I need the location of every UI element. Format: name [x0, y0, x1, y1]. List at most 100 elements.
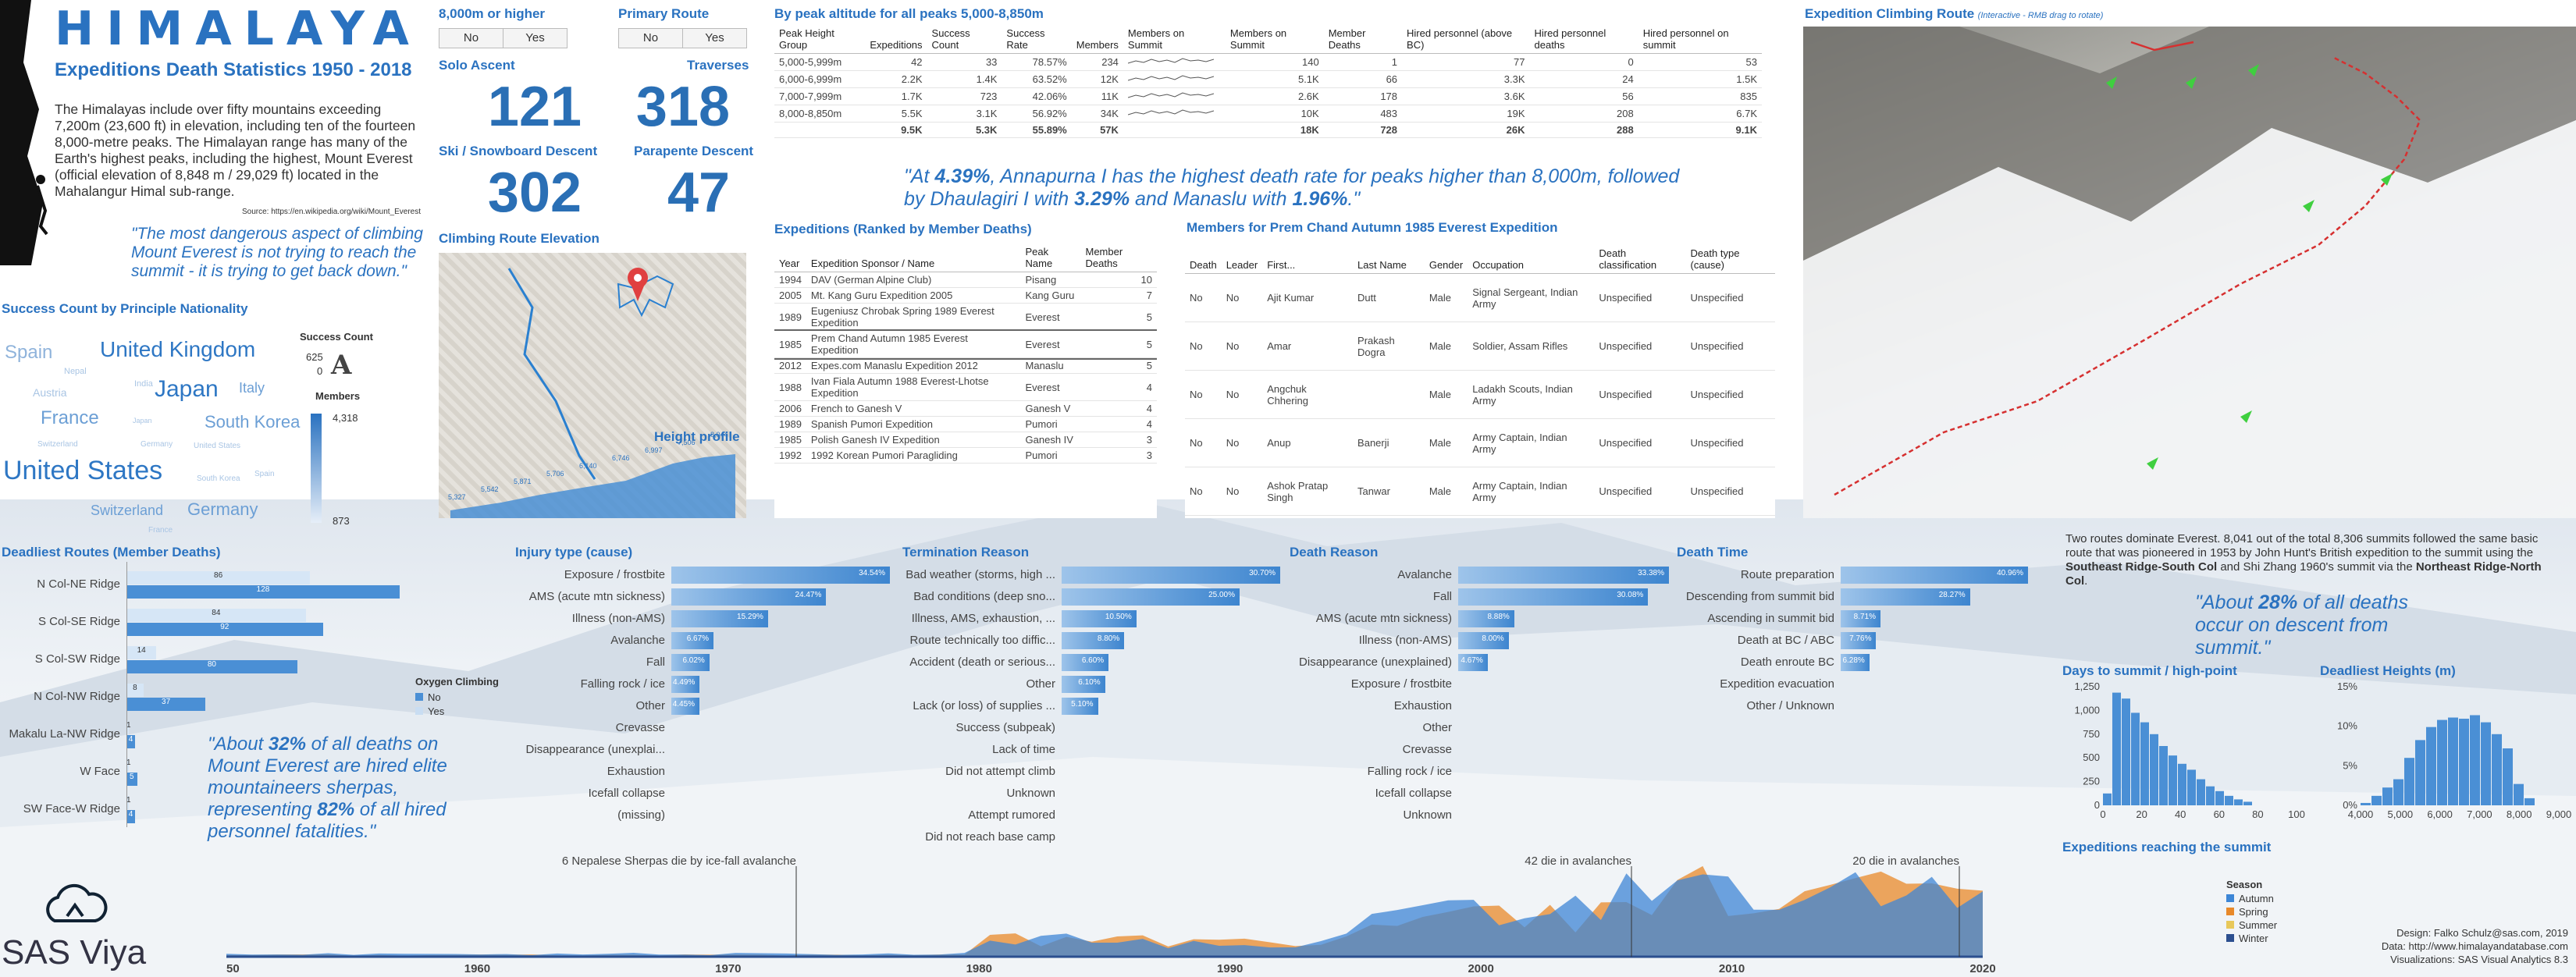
nationality-word[interactable]: Switzerland	[91, 503, 163, 519]
hist-bar[interactable]	[2150, 734, 2158, 805]
hist-bar[interactable]	[2178, 764, 2186, 805]
death-reason-chart[interactable]: Avalanche 33.38% Fall 30.08% AMS (acute mtn …	[1249, 567, 1686, 832]
route-bar-no[interactable]: 92	[126, 623, 323, 636]
nationality-word[interactable]: Germany	[187, 499, 258, 520]
table-header-cell[interactable]: Members on Summit	[1123, 25, 1226, 54]
summit-timeseries[interactable]: 6 Nepalese Sherpas die by ice-fall avala…	[226, 855, 2162, 974]
nationality-word[interactable]: South Korea	[197, 474, 240, 483]
season-legend-item[interactable]: Spring	[2226, 906, 2277, 918]
bar[interactable]: 6.10%	[1062, 676, 1105, 693]
bar[interactable]: 4.49%	[671, 676, 699, 693]
bar[interactable]: 8.80%	[1062, 632, 1124, 649]
nationality-word[interactable]: Switzerland	[37, 440, 78, 449]
table-header-cell[interactable]: Death classification	[1594, 245, 1685, 274]
table-header-cell[interactable]: Peak Name	[1021, 243, 1081, 272]
hist-bar[interactable]	[2404, 758, 2414, 805]
route-bar-no[interactable]: 4	[126, 735, 135, 748]
members-table-wrap[interactable]: Death Leader First... Last Name Gender Occupa…	[1185, 245, 1775, 518]
hist-bar[interactable]	[2514, 784, 2524, 805]
bar[interactable]: 4.45%	[671, 698, 699, 715]
bar[interactable]: 28.27%	[1841, 588, 1970, 606]
bar[interactable]: 5.10%	[1062, 698, 1098, 715]
table-row[interactable]: No No Angchuk Chhering Male Ladakh Scouts, I…	[1185, 371, 1775, 419]
table-header-cell[interactable]: Hired personnel (above BC)	[1402, 25, 1529, 54]
nationality-word[interactable]: Japan	[133, 417, 152, 425]
table-header-cell[interactable]: Gender	[1425, 245, 1468, 274]
peaks-table[interactable]: Peak Height Group Expeditions Success Coun…	[774, 25, 1762, 138]
members-table[interactable]: Death Leader First... Last Name Gender Occupa…	[1185, 245, 1775, 516]
hist-bar[interactable]	[2225, 796, 2233, 805]
bar[interactable]: 30.08%	[1458, 588, 1648, 606]
hist-bar[interactable]	[2215, 791, 2224, 805]
table-header-cell[interactable]: Members	[1072, 25, 1123, 54]
table-row[interactable]: 2006 French to Ganesh V Ganesh V4	[774, 401, 1157, 417]
table-row[interactable]: No No Ashok Pratap Singh Tanwar Male Army Cap…	[1185, 467, 1775, 516]
bar[interactable]: 30.70%	[1062, 567, 1280, 584]
nationality-word[interactable]: Italy	[239, 380, 265, 396]
table-row[interactable]: 1985 Polish Ganesh IV Expedition Ganesh IV…	[774, 432, 1157, 448]
death-time-chart[interactable]: Route preparation 40.96% Descending from s…	[1639, 567, 2076, 832]
days-histogram[interactable]: 1,250 1,000 750 500 250 00 20 40 60 80 100	[2062, 680, 2312, 821]
bar[interactable]: 33.38%	[1458, 567, 1669, 584]
table-header-cell[interactable]: Hired personnel deaths	[1530, 25, 1638, 54]
hist-bar[interactable]	[2426, 727, 2436, 805]
hist-bar[interactable]	[2448, 718, 2458, 805]
table-header-cell[interactable]: Last Name	[1353, 245, 1425, 274]
bar[interactable]: 8.88%	[1458, 610, 1514, 627]
hist-bar[interactable]	[2206, 787, 2215, 805]
hist-bar[interactable]	[2382, 787, 2393, 805]
table-header-cell[interactable]: Year	[774, 243, 806, 272]
nationality-word[interactable]: India	[134, 379, 153, 389]
hist-bar[interactable]	[2197, 780, 2205, 805]
table-row[interactable]: 1989 Eugeniusz Chrobak Spring 1989 Everes…	[774, 304, 1157, 331]
table-row[interactable]: 1985 Prem Chand Autumn 1985 Everest Exped…	[774, 331, 1157, 358]
hist-bar[interactable]	[2169, 755, 2177, 805]
hist-bar[interactable]	[2187, 769, 2196, 805]
nationality-word[interactable]: France	[148, 526, 173, 535]
table-header-cell[interactable]: Expeditions	[865, 25, 927, 54]
route-bar-yes[interactable]: 86	[126, 571, 310, 584]
table-row[interactable]: 1994 DAV (German Alpine Club) Pisang 10	[774, 272, 1157, 288]
table-header-cell[interactable]: Death type (cause)	[1686, 245, 1775, 274]
termination-chart[interactable]: Bad weather (storms, high ... 30.70% Bad c…	[859, 567, 1296, 832]
nationality-word[interactable]: Nepal	[64, 367, 87, 376]
hist-bar[interactable]	[2361, 803, 2371, 805]
bar[interactable]: 15.29%	[671, 610, 768, 627]
hist-bar[interactable]	[2243, 801, 2252, 805]
route3d-view[interactable]	[1803, 27, 2576, 518]
season-legend-item[interactable]: Autumn	[2226, 893, 2277, 904]
route-bar-no[interactable]: 5	[126, 773, 137, 786]
hist-bar[interactable]	[2131, 712, 2140, 805]
table-row[interactable]: 5,000-5,999m 42 33 78.57% 234 140 1 77 0 53	[774, 54, 1762, 71]
nationality-word[interactable]: Spain	[5, 342, 52, 364]
table-row[interactable]: 1988 Ivan Fiala Autumn 1988 Everest-Lhots…	[774, 374, 1157, 401]
hist-bar[interactable]	[2393, 780, 2403, 805]
autumn-area[interactable]	[226, 872, 1983, 957]
table-header-cell[interactable]: Member Deaths	[1324, 25, 1402, 54]
table-header-cell[interactable]: Expedition Sponsor / Name	[806, 243, 1021, 272]
heights-histogram[interactable]: 15%10%5%0%4,000 5,000 6,000 7,000 8,000 9,000	[2320, 680, 2574, 821]
bar[interactable]: 6.60%	[1062, 654, 1108, 671]
bar[interactable]: 24.47%	[671, 588, 826, 606]
expeditions-table[interactable]: Year Expedition Sponsor / Name Peak Name Me…	[774, 243, 1157, 464]
table-row[interactable]: 6,000-6,999m 2.2K 1.4K 63.52% 12K 5.1K 66 3.3K 2…	[774, 71, 1762, 88]
nationality-word[interactable]: United States	[3, 456, 162, 486]
season-legend-item[interactable]: Winter	[2226, 933, 2277, 944]
table-header-cell[interactable]: Member Deaths	[1081, 243, 1158, 272]
table-header-cell[interactable]: Members on Summit	[1226, 25, 1324, 54]
hist-bar[interactable]	[2122, 698, 2130, 805]
bar[interactable]: 6.28%	[1841, 654, 1870, 671]
bar[interactable]: 7.76%	[1841, 632, 1876, 649]
nationality-word[interactable]: Austria	[33, 386, 67, 399]
table-row[interactable]: 7,000-7,999m 1.7K 723 42.06% 11K 2.6K 178 3.6K 5…	[774, 88, 1762, 105]
hist-bar[interactable]	[2459, 719, 2469, 805]
hist-bar[interactable]	[2103, 794, 2112, 805]
bar[interactable]: 4.67%	[1458, 654, 1488, 671]
season-legend-item[interactable]: Summer	[2226, 919, 2277, 931]
nationality-word[interactable]: France	[41, 407, 99, 429]
table-row[interactable]: No No Ajit Kumar Dutt Male Signal Sergeant, I…	[1185, 274, 1775, 322]
expeditions-table-wrap[interactable]: Year Expedition Sponsor / Name Peak Name Me…	[774, 243, 1157, 518]
table-row[interactable]: No No Amar Prakash Dogra Male Soldier, Assam …	[1185, 322, 1775, 371]
hist-bar[interactable]	[2481, 723, 2491, 805]
table-row[interactable]: 2012 Expes.com Manaslu Expedition 2012 Man…	[774, 358, 1157, 374]
